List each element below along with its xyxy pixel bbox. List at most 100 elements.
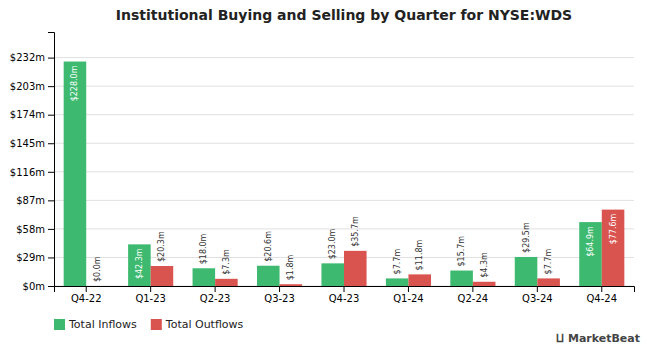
legend-swatch	[54, 319, 65, 330]
y-tick: $145m	[10, 138, 54, 149]
data-label: $64.9m	[586, 226, 595, 257]
y-tick: $58m	[16, 224, 54, 235]
data-label: $4.3m	[480, 252, 489, 278]
bars	[64, 62, 625, 286]
y-tick-mark	[48, 172, 54, 173]
bar	[515, 257, 538, 286]
bar	[193, 268, 216, 286]
data-label: $228.0m	[70, 65, 79, 101]
y-tick-label: $58m	[16, 224, 45, 235]
bar	[151, 266, 174, 286]
data-label: $7.7m	[544, 249, 553, 275]
data-label: $23.0m	[328, 228, 337, 259]
data-label: $29.5m	[522, 222, 531, 253]
x-tick-label: Q2-23	[200, 293, 231, 304]
y-tick-mark	[48, 229, 54, 230]
x-tick: Q3-23	[264, 286, 295, 304]
x-tick: Q3-24	[522, 286, 553, 304]
y-tick-mark	[48, 143, 54, 144]
x-tick-label: Q4-23	[329, 293, 360, 304]
y-tick-mark	[48, 257, 54, 258]
grid-line	[54, 114, 634, 115]
legend-swatch	[151, 319, 162, 330]
x-tick-mark	[472, 286, 473, 292]
y-tick-label: $0m	[23, 281, 45, 292]
bar	[86, 286, 109, 287]
x-axis-line	[55, 287, 635, 293]
bar	[579, 222, 602, 286]
y-tick-mark	[48, 86, 54, 87]
x-tick-label: Q2-24	[458, 293, 489, 304]
x-tick-mark	[86, 286, 87, 292]
y-tick-label: $29m	[16, 252, 45, 263]
data-label: $11.8m	[415, 239, 424, 270]
x-tick-mark	[408, 286, 409, 292]
y-axis: $0m $29m $58m $87m $116m $145m $174m $203m $232m	[10, 33, 55, 292]
y-tick: $116m	[10, 166, 54, 177]
data-label: $35.7m	[351, 216, 360, 247]
grid-line	[54, 143, 634, 144]
y-tick: $87m	[16, 195, 54, 206]
bar-series	[64, 62, 602, 286]
data-label: $18.0m	[199, 233, 208, 264]
bar-series	[151, 210, 625, 286]
data-label: $42.3m	[135, 248, 144, 279]
legend: Total Inflows Total Outflows	[54, 318, 244, 331]
x-tick-mark	[215, 286, 216, 292]
data-label: $20.3m	[157, 231, 166, 262]
bar	[215, 279, 238, 286]
x-tick: Q4-24	[586, 286, 617, 304]
y-tick-label: $87m	[16, 195, 45, 206]
bar	[602, 210, 625, 286]
y-axis-line	[48, 33, 55, 287]
x-tick: Q4-23	[329, 286, 360, 304]
y-tick-mark	[48, 200, 54, 201]
legend-item: Total Inflows	[54, 318, 137, 331]
grid-line	[54, 57, 634, 58]
y-tick-mark	[48, 286, 54, 287]
y-tick-mark	[48, 115, 54, 116]
grid-line	[54, 171, 634, 172]
bar	[537, 278, 560, 286]
bar	[473, 282, 496, 286]
data-label: $7.3m	[222, 249, 231, 275]
y-tick: $174m	[10, 109, 54, 120]
x-tick-mark	[344, 286, 345, 292]
y-tick-mark	[48, 58, 54, 59]
y-tick-label: $116m	[10, 166, 45, 177]
x-tick: Q4-22	[71, 286, 102, 304]
x-axis: Q4-22 Q1-23 Q2-23 Q3-23 Q4-23 Q1-24 Q2-24 Q3-24…	[55, 286, 635, 304]
x-tick: Q2-23	[200, 286, 231, 304]
grid-line	[54, 86, 634, 87]
bar	[408, 274, 431, 286]
y-tick-label: $203m	[10, 81, 45, 92]
chart-container: $0m $29m $58m $87m $116m $145m $174m $203m $232m…	[0, 0, 650, 350]
data-label: $1.8m	[286, 254, 295, 280]
title: Institutional Buying and Selling by Quar…	[116, 7, 572, 23]
data-label: $15.7m	[457, 236, 466, 267]
x-tick: Q1-23	[135, 286, 166, 304]
x-tick-mark	[601, 286, 602, 292]
y-tick-label: $145m	[10, 138, 45, 149]
bar	[128, 244, 151, 286]
annotation: ⨿ MarketBeat	[556, 332, 640, 345]
y-tick: $29m	[16, 252, 54, 263]
x-tick-label: Q4-24	[586, 293, 617, 304]
x-tick-mark	[150, 286, 151, 292]
x-tick: Q2-24	[458, 286, 489, 304]
chart-svg: $0m $29m $58m $87m $116m $145m $174m $203m $232m…	[0, 0, 650, 350]
y-tick: $203m	[10, 81, 54, 92]
bar	[450, 271, 473, 286]
x-tick: Q1-24	[393, 286, 424, 304]
grid	[54, 58, 634, 286]
bar	[280, 284, 303, 286]
y-tick: $232m	[10, 52, 54, 63]
grid-line	[54, 200, 634, 201]
data-label: $7.7m	[393, 249, 402, 275]
y-tick: $0m	[23, 281, 54, 292]
legend-item: Total Outflows	[151, 318, 244, 331]
data-label: $0.0m	[93, 256, 102, 282]
x-tick-mark	[537, 286, 538, 292]
data-labels: $228.0m$42.3m$18.0m$20.6m$23.0m$7.7m$15.…	[70, 65, 617, 282]
y-tick-label: $232m	[10, 52, 45, 63]
